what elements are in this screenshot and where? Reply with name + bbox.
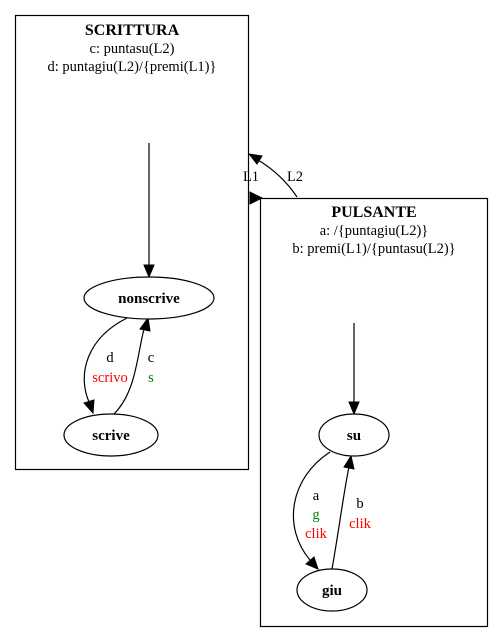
edge-a-output-green: g <box>312 507 319 523</box>
edge-b-arrowhead <box>343 454 355 470</box>
pulsante-box <box>259 197 489 628</box>
edge-d-event: d <box>106 350 114 366</box>
edge-d-output: scrivo <box>92 370 127 386</box>
pulsante-initial-arrowhead <box>348 401 360 416</box>
edge-scrive-to-nonscrive <box>113 328 145 415</box>
state-giu: giu <box>296 568 368 612</box>
scrittura-title: SCRITTURA <box>85 22 180 39</box>
state-scrive-label: scrive <box>92 428 130 444</box>
link-l2-edge <box>257 159 298 198</box>
edge-su-to-giu <box>292 451 331 561</box>
cluster-links: L1 L2 <box>243 153 303 205</box>
scrittura-cluster: SCRITTURA c: puntasu(L2) d: puntagiu(L2)… <box>14 14 250 471</box>
edge-a-output-red: clik <box>305 526 327 542</box>
link-l2-arrowhead <box>247 153 263 165</box>
edge-nonscrive-to-scrive <box>83 317 128 403</box>
scrittura-label-c: c: puntasu(L2) <box>90 41 175 57</box>
link-l1-arrowhead <box>249 191 264 205</box>
edge-c-event: c <box>148 350 154 366</box>
pulsante-label-b: b: premi(L1)/{puntasu(L2)} <box>292 241 455 257</box>
edge-giu-to-su <box>331 466 350 570</box>
pulsante-label-a: a: /{puntagiu(L2)} <box>320 223 429 239</box>
state-su-label: su <box>347 428 361 444</box>
edge-a-arrowhead <box>305 556 319 570</box>
state-giu-label: giu <box>322 583 342 599</box>
edge-d-arrowhead <box>83 399 95 415</box>
pulsante-cluster: PULSANTE a: /{puntagiu(L2)} b: premi(L1)… <box>259 197 489 628</box>
edge-c-output: s <box>148 370 154 386</box>
link-l2-label: L2 <box>287 169 303 185</box>
state-nonscrive-label: nonscrive <box>118 291 180 307</box>
edge-a-event: a <box>313 488 320 504</box>
edge-b-output: clik <box>349 516 371 532</box>
pulsante-title: PULSANTE <box>331 204 416 221</box>
link-l1-label: L1 <box>243 169 259 185</box>
edge-b-event: b <box>356 496 363 512</box>
edge-c-arrowhead <box>139 316 151 332</box>
scrittura-initial-arrowhead <box>143 264 155 279</box>
state-su: su <box>318 413 390 457</box>
scrittura-label-d: d: puntagiu(L2)/{premi(L1)} <box>48 59 217 75</box>
state-scrive: scrive <box>63 413 159 457</box>
scrittura-box <box>14 14 250 471</box>
state-nonscrive: nonscrive <box>83 276 215 320</box>
